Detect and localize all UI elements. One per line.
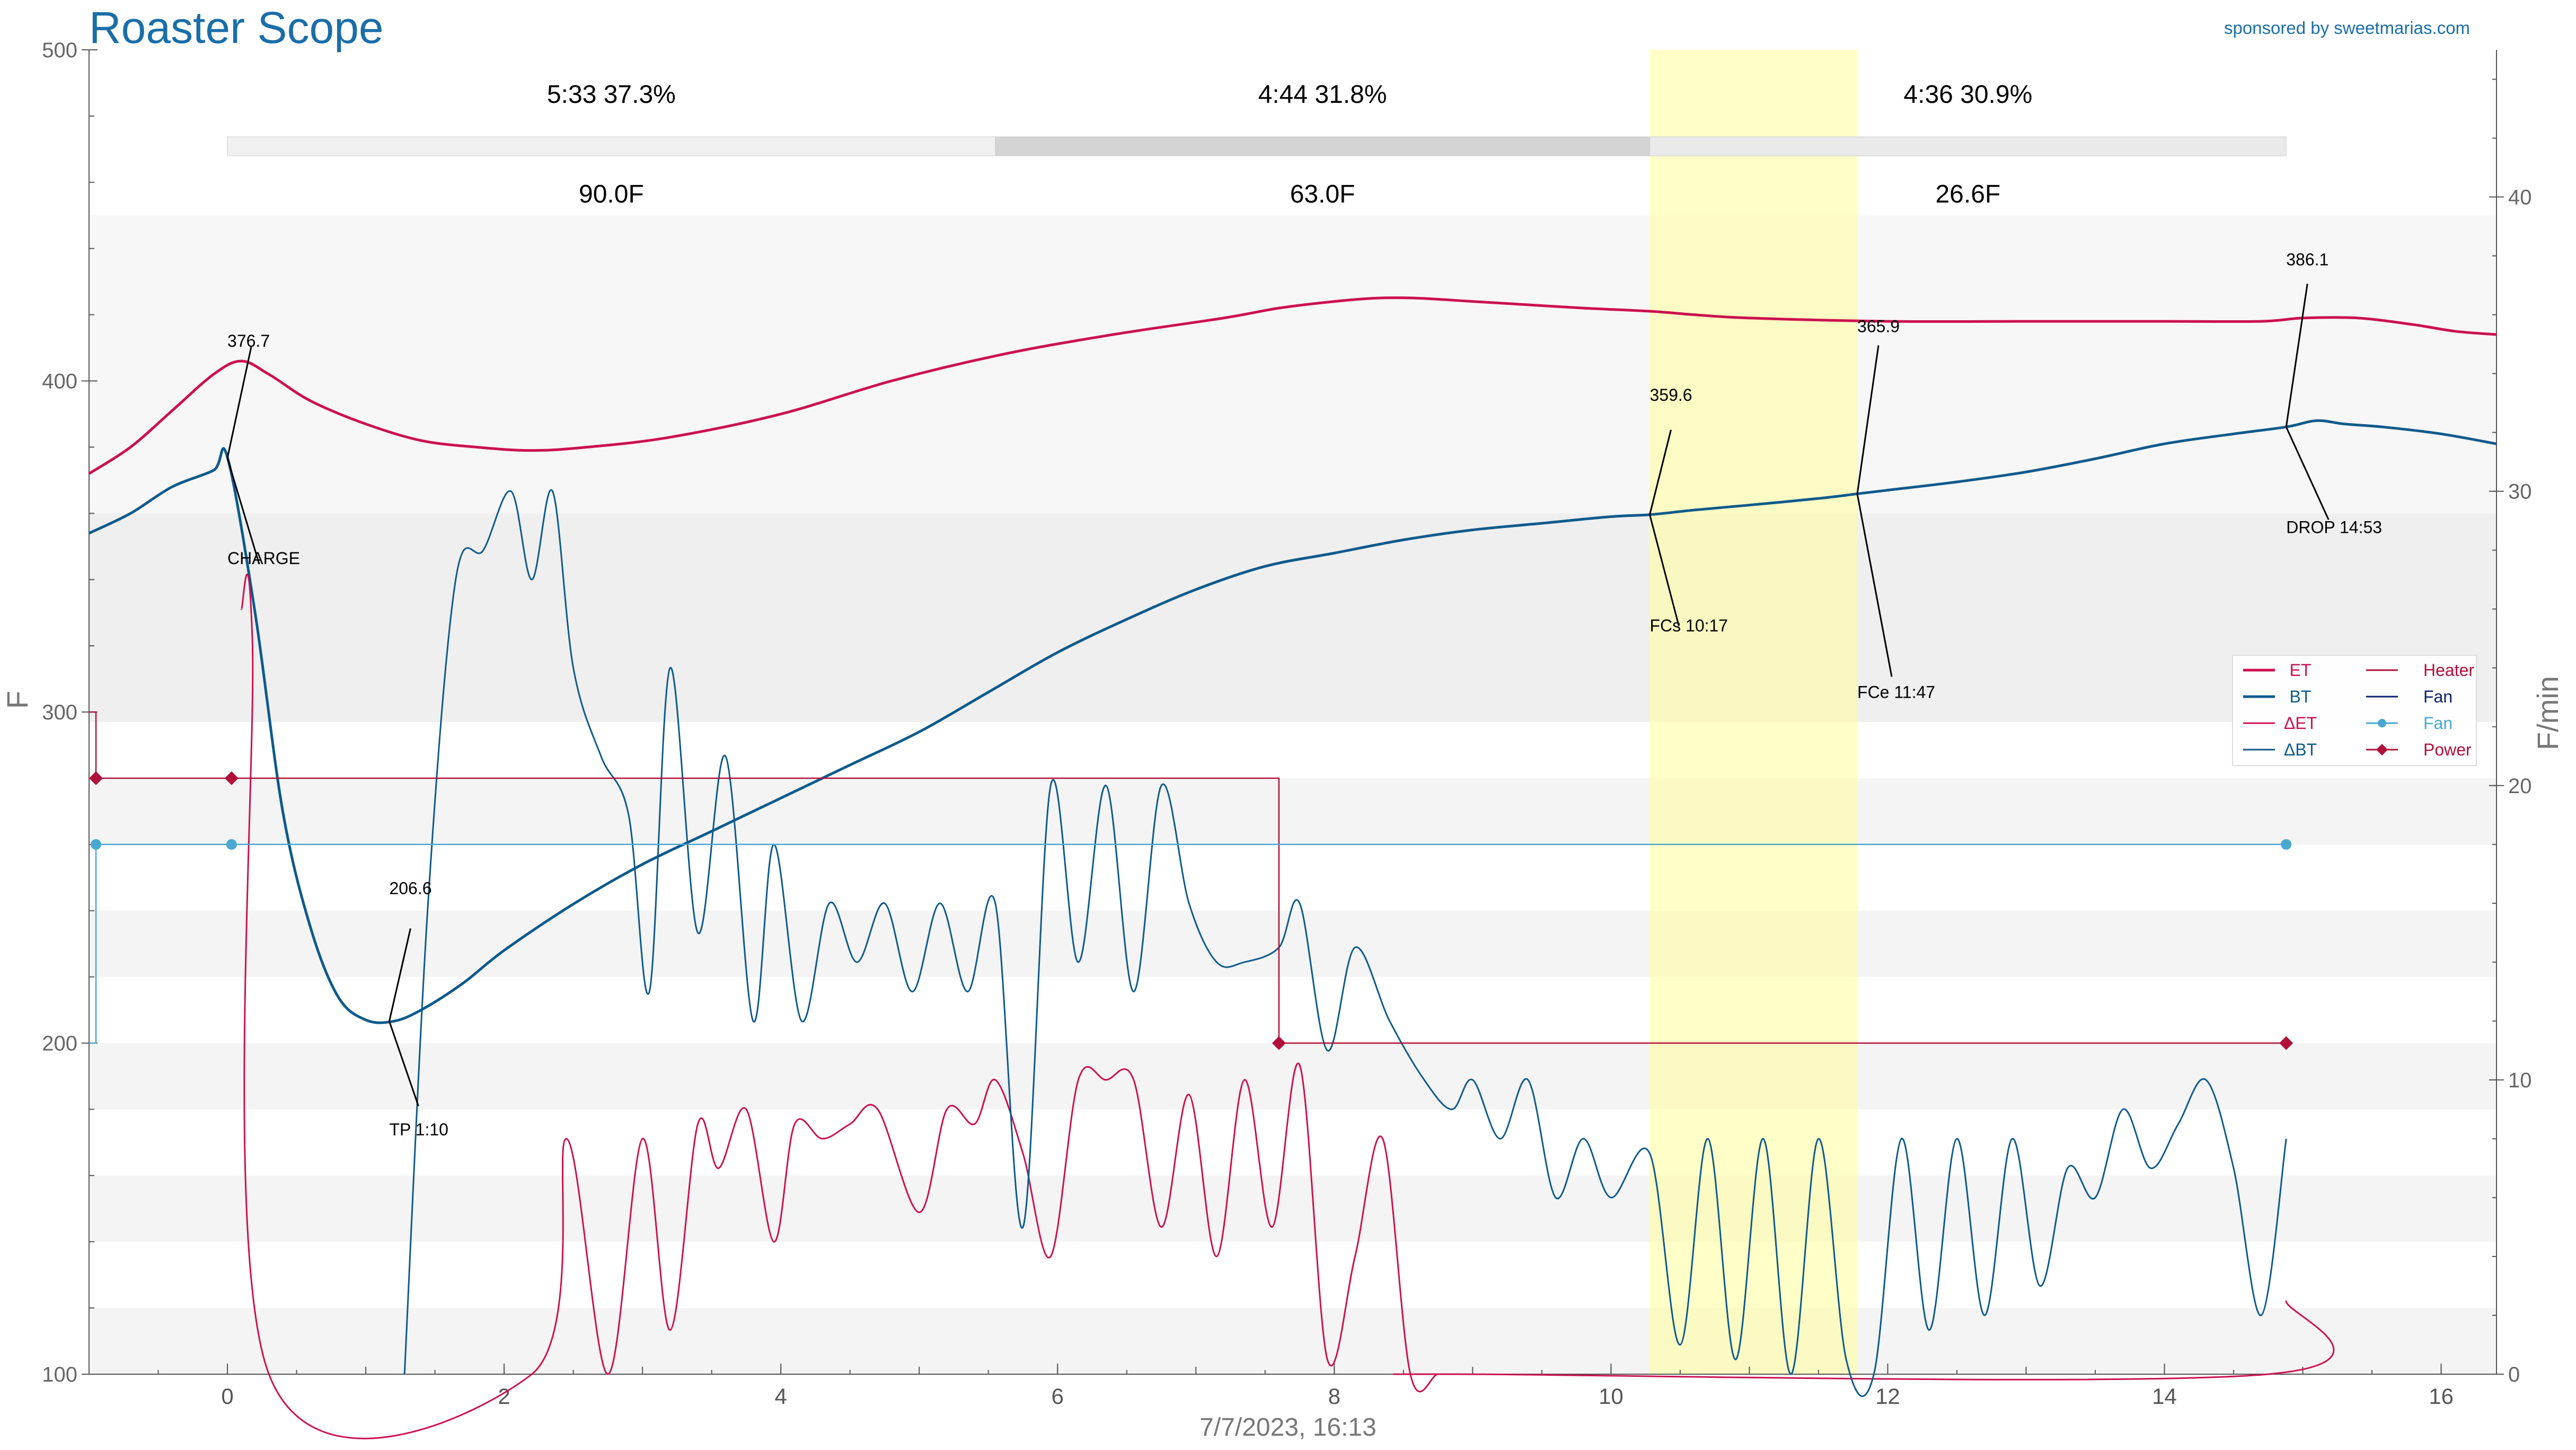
legend-label: Heater xyxy=(2423,661,2474,680)
legend-label: ΔET xyxy=(2284,714,2317,733)
x-tick-label: 6 xyxy=(1052,1384,1064,1409)
phase-time-label: 5:33 37.3% xyxy=(547,81,676,109)
background-band xyxy=(89,1175,2496,1242)
x-tick-label: 10 xyxy=(1599,1384,1624,1409)
event-value-label: 376.7 xyxy=(227,331,270,350)
y2-tick-label: 30 xyxy=(2508,480,2532,504)
event-value-leader xyxy=(1856,345,1880,494)
background-band xyxy=(89,1308,2496,1374)
y-tick-label: 200 xyxy=(42,1032,77,1056)
phase-time-label: 4:44 31.8% xyxy=(1258,81,1387,109)
event-name-label: FCs 10:17 xyxy=(1649,616,1728,635)
x-tick-label: 12 xyxy=(1875,1384,1900,1409)
event-value-leader xyxy=(2285,284,2308,427)
phase-delta-label: 26.6F xyxy=(1935,180,2000,208)
event-name-leader xyxy=(226,458,260,565)
sponsor-link[interactable]: sponsored by sweetmarias.com xyxy=(2224,18,2471,38)
fan-marker xyxy=(2281,839,2292,850)
delta-bt-series-line xyxy=(403,489,2287,1397)
phase-time-label: 4:36 30.9% xyxy=(1903,81,2032,109)
bt-series-line xyxy=(88,419,2497,1024)
phase-bar xyxy=(1649,136,2287,156)
y-tick-label: 400 xyxy=(42,370,77,393)
y2-tick-label: 10 xyxy=(2508,1069,2532,1092)
background-band xyxy=(89,778,2496,845)
x-tick-label: 14 xyxy=(2152,1384,2177,1409)
background-band xyxy=(89,215,2496,514)
event-name-label: DROP 14:53 xyxy=(2286,517,2382,537)
phase-bar xyxy=(995,136,1650,156)
event-value-leader xyxy=(226,346,252,459)
event-value-leader xyxy=(1649,429,1672,515)
event-value-leader xyxy=(388,928,411,1022)
event-value-label: 206.6 xyxy=(389,878,431,898)
x-tick-label: 16 xyxy=(2429,1384,2454,1409)
legend-marker xyxy=(2376,744,2388,755)
y2-tick-label: 0 xyxy=(2508,1363,2520,1386)
event-value-label: 359.6 xyxy=(1649,385,1692,405)
background-band xyxy=(89,513,2496,722)
event-name-leader xyxy=(1856,494,1893,677)
legend-label: Fan xyxy=(2423,714,2453,733)
app-title: Roaster Scope xyxy=(89,3,384,52)
phase-delta-label: 63.0F xyxy=(1290,180,1355,208)
x-tick-label: 2 xyxy=(498,1384,510,1409)
legend-box xyxy=(2232,655,2477,766)
event-value-label: 386.1 xyxy=(2286,250,2328,269)
legend-marker xyxy=(2378,719,2386,727)
y-tick-label: 100 xyxy=(42,1363,77,1386)
legend-label: ΔBT xyxy=(2284,740,2317,759)
event-name-leader xyxy=(1649,514,1680,627)
power-marker xyxy=(2279,1036,2293,1050)
event-name-label: TP 1:10 xyxy=(389,1120,448,1139)
fan-marker xyxy=(226,839,237,850)
heater-series-line xyxy=(89,711,2287,1044)
y-tick-label: 300 xyxy=(42,701,77,724)
legend-label: Power xyxy=(2423,740,2472,759)
legend-label: Fan xyxy=(2423,687,2453,706)
y2-tick-label: 40 xyxy=(2508,186,2532,209)
x-tick-label: 4 xyxy=(774,1384,787,1409)
y2-tick-label: 20 xyxy=(2508,775,2532,798)
power-marker xyxy=(89,771,103,785)
x-tick-label: 8 xyxy=(1328,1384,1340,1409)
et-series-line xyxy=(88,296,2497,475)
delta-et-series-line xyxy=(240,574,2335,1439)
x-axis-label: 7/7/2023, 16:13 xyxy=(1199,1413,1377,1442)
event-name-leader xyxy=(389,1021,419,1106)
event-name-label: FCe 11:47 xyxy=(1857,682,1935,701)
event-name-label: CHARGE xyxy=(227,549,300,568)
y-tick-label: 500 xyxy=(42,39,77,62)
power-marker xyxy=(224,771,239,785)
fan-series-line xyxy=(89,843,2287,1044)
x-tick-label: 0 xyxy=(221,1384,233,1409)
phase-bar xyxy=(227,136,996,156)
power-marker xyxy=(1272,1036,1286,1050)
event-name-leader xyxy=(2285,426,2330,520)
background-band xyxy=(89,910,2496,977)
event-value-label: 365.9 xyxy=(1857,317,1900,336)
y2-axis-label: F/min xyxy=(2531,676,2564,750)
y-axis-label: F xyxy=(1,691,34,709)
fan-marker xyxy=(91,839,102,850)
phase-delta-label: 90.0F xyxy=(579,180,644,208)
legend-label: BT xyxy=(2290,687,2312,706)
legend-label: ET xyxy=(2290,661,2312,680)
